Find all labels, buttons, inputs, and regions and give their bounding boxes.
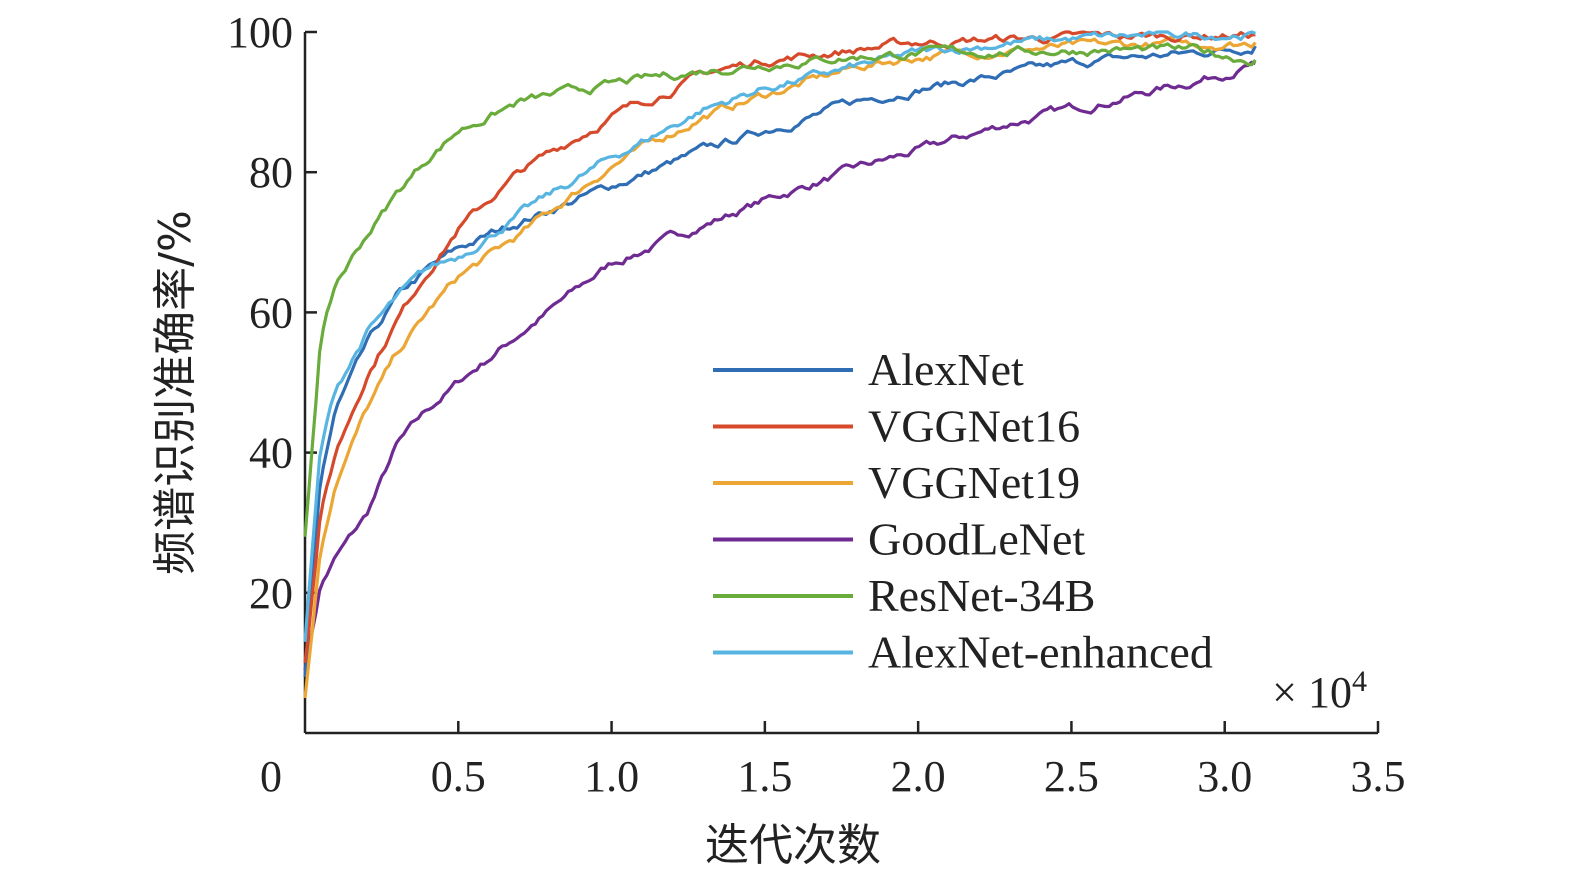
legend-label: AlexNet-enhanced bbox=[868, 627, 1213, 678]
legend-label: VGGNet16 bbox=[868, 401, 1080, 452]
series-line-alexnet-enhanced bbox=[303, 30, 1256, 643]
x-tick-label: 3.0 bbox=[1197, 752, 1252, 801]
series-line-vggnet19 bbox=[303, 35, 1257, 699]
series-line-resnet-34b bbox=[303, 42, 1257, 537]
y-tick-label: 100 bbox=[227, 8, 293, 57]
x-tick-label: 0.5 bbox=[431, 752, 486, 801]
y-tick-label: 40 bbox=[249, 429, 293, 478]
y-tick-label: 60 bbox=[249, 288, 293, 337]
y-axis-title: 频谱识别准确率/% bbox=[150, 210, 201, 575]
legend-label: GoodLeNet bbox=[868, 514, 1085, 565]
x-tick-label: 0 bbox=[260, 752, 282, 801]
x-tick-label: 3.5 bbox=[1351, 752, 1406, 801]
x-tick-label: 1.0 bbox=[584, 752, 639, 801]
legend-label: AlexNet bbox=[868, 344, 1024, 395]
x-tick-label: 1.5 bbox=[737, 752, 792, 801]
y-ticks: 20 40 60 80 100 bbox=[227, 8, 317, 618]
y-tick-label: 20 bbox=[249, 569, 293, 618]
series-line-vggnet16 bbox=[303, 30, 1256, 664]
legend-label: ResNet-34B bbox=[868, 570, 1095, 621]
legend-label: VGGNet19 bbox=[868, 457, 1080, 508]
series-lines bbox=[303, 30, 1257, 699]
x-axis-title: 迭代次数 bbox=[705, 820, 881, 871]
x-multiplier-label: × 104 bbox=[1272, 665, 1367, 717]
x-multiplier-base: × 10 bbox=[1272, 668, 1352, 717]
x-tick-label: 2.0 bbox=[891, 752, 946, 801]
x-multiplier-exponent: 4 bbox=[1352, 665, 1367, 698]
y-tick-label: 80 bbox=[249, 148, 293, 197]
series-line-alexnet bbox=[303, 45, 1257, 678]
series-line-goodlenet bbox=[303, 60, 1256, 671]
axes bbox=[303, 32, 1378, 735]
x-tick-label: 2.5 bbox=[1044, 752, 1099, 801]
x-ticks: 0 0.5 1.0 1.5 2.0 2.5 3.0 3.5 bbox=[260, 721, 1406, 801]
